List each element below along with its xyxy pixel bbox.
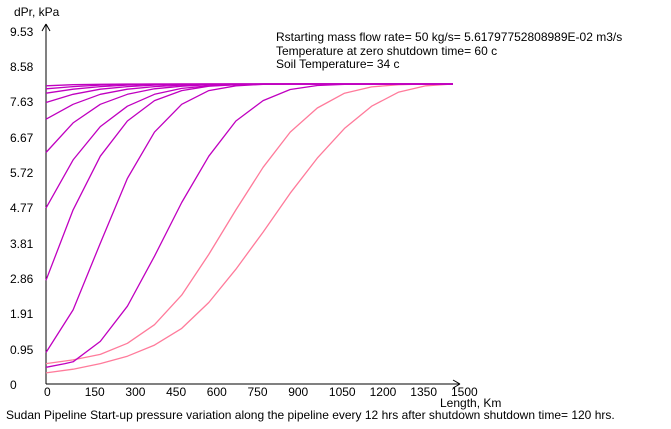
y-tick-label: 2.86 (10, 272, 34, 287)
x-tick-label: 0 (44, 385, 51, 399)
series-curve-1 (45, 83, 454, 374)
y-tick-label: 0.95 (10, 342, 34, 357)
y-tick-label: 3.81 (10, 236, 34, 251)
x-tick-label: 1050 (328, 385, 356, 399)
x-tick-label: 750 (247, 385, 268, 399)
x-tick-label: 450 (166, 385, 187, 399)
annotation-temperature: Temperature at zero shutdown time= 60 c (276, 44, 498, 58)
x-axis-arrow (452, 379, 461, 385)
x-tick-label: 1350 (410, 385, 437, 399)
x-tick-label: 300 (125, 385, 146, 399)
annotation-flow-rate: Rstarting mass flow rate= 50 kg/s= 5.617… (276, 30, 623, 44)
x-tick-label: 1500 (451, 385, 478, 399)
y-tick-label: 0 (10, 378, 17, 392)
x-axis-label: Length, Km (440, 396, 502, 410)
x-axis-arrow (452, 383, 461, 389)
series-curve-12 (45, 83, 453, 87)
series-curve-4 (45, 83, 453, 353)
series-curve-2 (45, 83, 453, 365)
y-tick-label: 6.67 (10, 130, 34, 145)
y-tick-label: 5.72 (10, 166, 34, 181)
y-tick-label: 4.77 (10, 201, 34, 216)
y-axis-arrow (41, 23, 47, 32)
x-tick-label: 600 (206, 385, 227, 399)
x-tick-label: 1200 (369, 385, 397, 399)
y-axis-label: dPr, kPa (14, 5, 60, 19)
y-axis-arrow (45, 23, 51, 32)
chart-axes (41, 23, 461, 389)
y-tick-label: 9.53 (10, 25, 34, 39)
series-curve-7 (45, 83, 453, 153)
chart-caption: Sudan Pipeline Start-up pressure variati… (6, 408, 615, 422)
chart-series (45, 83, 454, 374)
annotation-soil-temperature: Soil Temperature= 34 c (276, 57, 400, 71)
x-tick-label: 900 (288, 385, 309, 399)
y-tick-label: 1.91 (10, 307, 34, 322)
y-tick-label: 7.63 (10, 95, 34, 110)
y-tick-label: 8.58 (10, 60, 34, 75)
x-tick-label: 150 (84, 385, 105, 399)
